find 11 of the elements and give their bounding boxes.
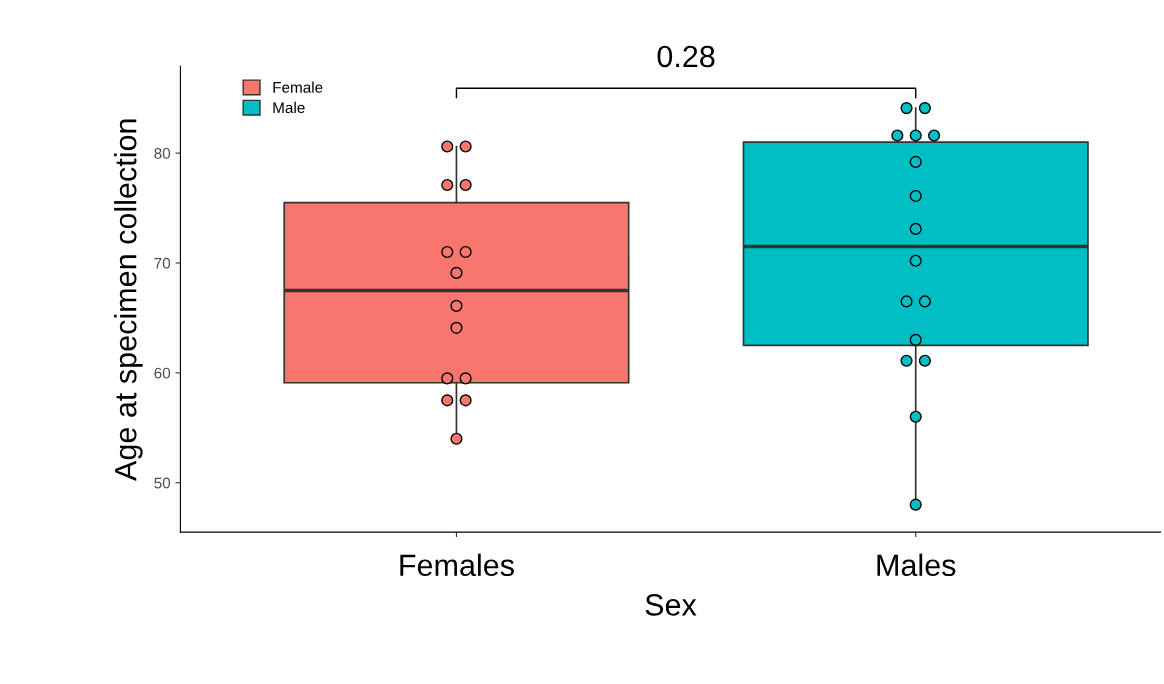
legend-label: Male <box>273 101 305 114</box>
y-tick-label: 80 <box>154 148 171 159</box>
y-axis-title: Age at specimen collection <box>114 119 143 481</box>
x-tick-label: Females <box>400 553 514 577</box>
x-axis-title: Sex <box>645 594 697 616</box>
y-tick-label: 60 <box>154 367 171 379</box>
legend-label: Female <box>273 81 323 93</box>
x-tick-label: Males <box>877 553 956 577</box>
y-tick-label: 50 <box>154 477 171 489</box>
annotation: 0.28 <box>657 45 715 68</box>
y-tick-label: 70 <box>154 257 171 269</box>
